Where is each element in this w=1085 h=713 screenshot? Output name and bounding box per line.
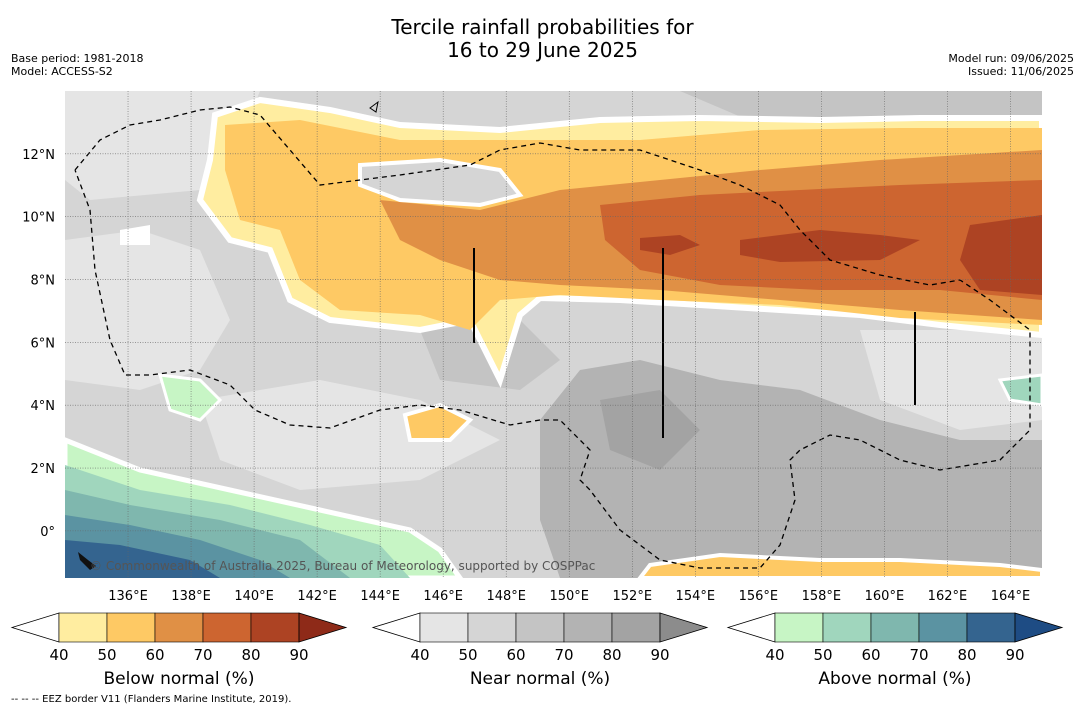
colorbar-tick-label: 90 [1005, 646, 1024, 664]
colorbar-title: Below normal (%) [104, 669, 255, 689]
colorbar-tick-label: 60 [861, 646, 880, 664]
lon-tick-label: 154°E [676, 589, 716, 604]
white-patch [120, 225, 150, 245]
lon-tick-label: 156°E [739, 589, 779, 604]
lon-tick-label: 148°E [486, 589, 526, 604]
colorbar-tick-label: 70 [554, 646, 573, 664]
chart-title-line2: 16 to 29 June 2025 [447, 38, 638, 62]
near-normal-island [358, 157, 524, 208]
colorbar-band [822, 612, 872, 643]
model-text: Model: ACCESS-S2 [11, 65, 113, 78]
colorbar-band [918, 612, 968, 643]
colorbar-band [106, 612, 156, 643]
near-normal-40-patch [65, 230, 230, 390]
colorbar-band [250, 612, 300, 643]
lon-tick-label: 158°E [802, 589, 842, 604]
colorbar-under-triangle [371, 612, 421, 643]
lon-tick-label: 140°E [234, 589, 274, 604]
copyright-text: © Commonwealth of Australia 2025, Bureau… [90, 559, 595, 573]
legend-group: 40 50 60 70 80 90 Below normal (%) 40 50 60 70 80 90… [10, 612, 1064, 689]
colorbar-tick-label: 90 [289, 646, 308, 664]
colorbar-title: Near normal (%) [470, 669, 610, 689]
colorbar-over-triangle [659, 612, 709, 643]
colorbar-over-triangle [298, 612, 348, 643]
colorbar-tick-label: 60 [145, 646, 164, 664]
lat-tick-label: 12°N [22, 148, 55, 163]
colorbar-tick-label: 60 [506, 646, 525, 664]
colorbar-tick-label: 70 [193, 646, 212, 664]
lat-tick-label: 4°N [31, 399, 56, 414]
lon-tick-label: 164°E [991, 589, 1031, 604]
colorbar-tick-label: 40 [49, 646, 68, 664]
island [369, 100, 379, 113]
colorbar-band [154, 612, 204, 643]
colorbar-tick-label: 80 [957, 646, 976, 664]
colorbar-tick-label: 40 [765, 646, 784, 664]
base-period-text: Base period: 1981-2018 [11, 52, 144, 65]
above-normal-80-region [65, 540, 220, 578]
below-normal-80-patch [640, 235, 700, 255]
colorbar-3: 40 50 60 70 80 90 Above normal (%) [726, 612, 1064, 689]
colorbar-1: 40 50 60 70 80 90 Below normal (%) [10, 612, 348, 689]
colorbar-band [58, 612, 108, 643]
eez-border [74, 106, 1031, 569]
lon-tick-label: 150°E [549, 589, 589, 604]
colorbar-title: Above normal (%) [818, 669, 971, 689]
lon-tick-label: 142°E [297, 589, 337, 604]
colorbar-band [563, 612, 613, 643]
lon-tick-label: 152°E [613, 589, 653, 604]
above-normal-50-patch [997, 373, 1042, 407]
lat-tick-label: 6°N [31, 336, 56, 351]
issued-text: Issued: 11/06/2025 [967, 65, 1074, 78]
longitude-labels: 136°E 138°E 140°E 142°E 144°E 146°E 148°E 150°E… [108, 589, 1030, 604]
colorbar-band [419, 612, 469, 643]
lon-tick-label: 138°E [171, 589, 211, 604]
colorbar-2: 40 50 60 70 80 90 Near normal (%) [371, 612, 709, 689]
near-normal-80-patch [600, 390, 700, 470]
lon-tick-label: 160°E [865, 589, 905, 604]
island [78, 552, 96, 570]
colorbar-band [515, 612, 565, 643]
above-normal-40-patch [157, 373, 223, 422]
lat-tick-label: 0° [40, 525, 55, 540]
colorbar-band [611, 612, 661, 643]
colorbar-under-triangle [10, 612, 60, 643]
meta-left: Base period: 1981-2018 Model: ACCESS-S2 [11, 52, 143, 78]
model-run-text: Model run: 09/06/2025 [948, 52, 1074, 65]
lat-tick-label: 10°N [22, 211, 55, 226]
below-normal-80-patch [960, 215, 1042, 295]
below-normal-50-patch [637, 552, 1042, 578]
colorbar-band [467, 612, 517, 643]
meta-right: Model run: 09/06/2025 Issued: 11/06/2025 [948, 52, 1074, 78]
lon-tick-label: 144°E [360, 589, 400, 604]
eez-footnote: -- -- -- EEZ border V11 (Flanders Marine… [11, 694, 292, 705]
colorbar-band [966, 612, 1016, 643]
colorbar-band [202, 612, 252, 643]
latitude-labels: 12°N 10°N 8°N 6°N 4°N 2°N 0° [22, 148, 55, 540]
map-field [65, 91, 1042, 578]
colorbar-tick-label: 50 [813, 646, 832, 664]
colorbar-band [774, 612, 824, 643]
lon-tick-label: 136°E [108, 589, 148, 604]
lat-tick-label: 2°N [31, 462, 56, 477]
colorbar-tick-label: 80 [602, 646, 621, 664]
lon-tick-label: 146°E [423, 589, 463, 604]
colorbar-tick-label: 50 [97, 646, 116, 664]
colorbar-under-triangle [726, 612, 776, 643]
lon-tick-label: 162°E [928, 589, 968, 604]
below-normal-80-patch [740, 230, 920, 262]
lat-tick-label: 8°N [31, 274, 56, 289]
colorbar-band [870, 612, 920, 643]
chart-title-line1: Tercile rainfall probabilities for [391, 15, 694, 39]
colorbar-tick-label: 80 [241, 646, 260, 664]
colorbar-tick-label: 50 [458, 646, 477, 664]
colorbar-tick-label: 90 [650, 646, 669, 664]
colorbar-tick-label: 40 [410, 646, 429, 664]
colorbar-tick-label: 70 [909, 646, 928, 664]
graticule [65, 91, 1042, 578]
colorbar-over-triangle [1014, 612, 1064, 643]
